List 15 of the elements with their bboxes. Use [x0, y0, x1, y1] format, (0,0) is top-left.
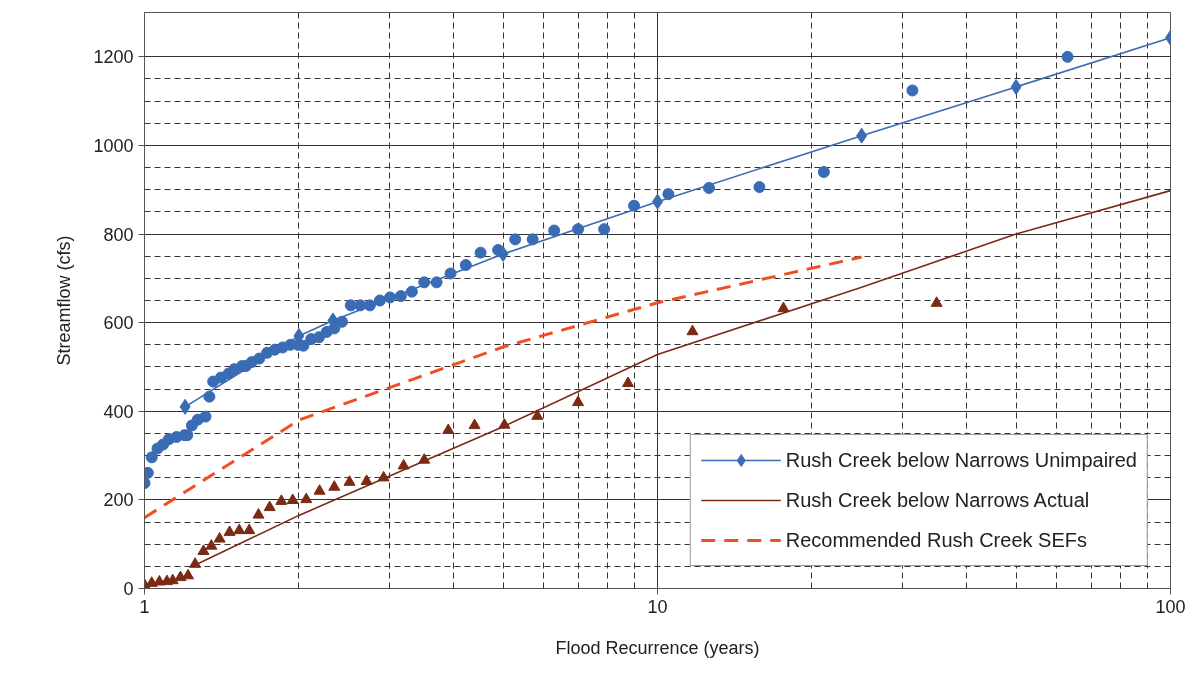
legend-label: Rush Creek below Narrows Unimpaired: [785, 448, 1137, 472]
y-tick-label: 0: [123, 579, 134, 599]
x-tick-label: 100: [1155, 596, 1186, 617]
legend-label: Rush Creek below Narrows Actual: [785, 488, 1090, 512]
y-tick-label: 800: [103, 224, 134, 245]
x-tick-label: 1: [139, 596, 150, 617]
y-tick-label: 400: [103, 401, 134, 422]
y-tick-label: 1200: [93, 47, 134, 68]
y-tick-label: 1000: [93, 135, 134, 156]
y-tick-label: 200: [103, 490, 134, 511]
legend-label: Recommended Rush Creek SEFs: [785, 528, 1087, 552]
y-axis-title: Streamflow (cfs): [54, 235, 75, 366]
x-tick-label: 10: [647, 596, 668, 617]
x-axis-title: Flood Recurrence (years): [555, 637, 760, 658]
y-tick-label: 600: [103, 313, 134, 334]
